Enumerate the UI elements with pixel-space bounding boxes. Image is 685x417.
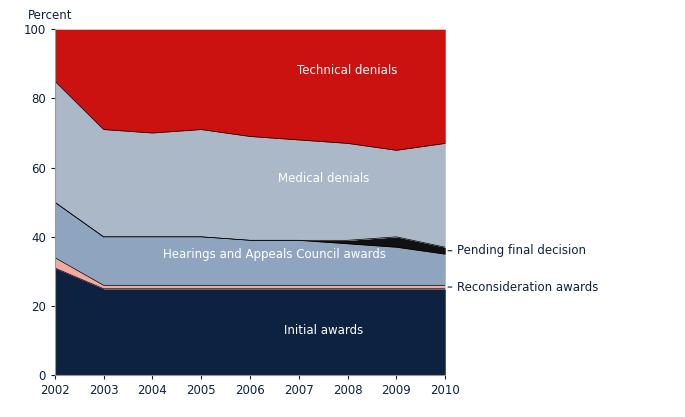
Text: Initial awards: Initial awards	[284, 324, 363, 337]
Text: Hearings and Appeals Council awards: Hearings and Appeals Council awards	[163, 248, 386, 261]
Text: Reconsideration awards: Reconsideration awards	[448, 281, 599, 294]
Text: Medical denials: Medical denials	[277, 171, 369, 184]
Text: Pending final decision: Pending final decision	[448, 244, 586, 257]
Text: Technical denials: Technical denials	[297, 64, 398, 77]
Text: Percent: Percent	[27, 9, 72, 22]
